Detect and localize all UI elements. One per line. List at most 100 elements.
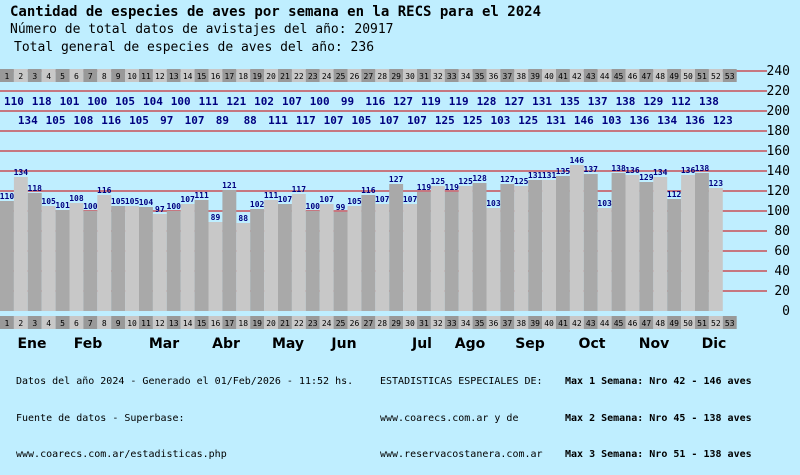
week-cell-top	[597, 69, 612, 82]
week-number-label: 17	[225, 72, 235, 81]
weekly-species-chart: 0204060801001201401601802002202401101341…	[0, 64, 790, 352]
month-label: Jun	[330, 336, 356, 352]
week-cell-top	[319, 69, 334, 82]
week-cell-top	[361, 69, 376, 82]
week-cell-bottom	[291, 316, 306, 329]
bar-week-42	[569, 165, 584, 311]
bar-week-15	[194, 200, 209, 311]
week-number-label: 23	[308, 72, 318, 81]
bar-value-label: 105	[347, 197, 362, 206]
week-cell-bottom	[681, 316, 695, 329]
week-number-label: 7	[88, 72, 93, 81]
bar-value-label: 125	[431, 177, 446, 186]
week-cell-bottom	[417, 316, 431, 329]
bar-week-37	[500, 184, 515, 311]
bar-value-label: 103	[486, 199, 501, 208]
week-number-label: 16	[211, 319, 221, 328]
week-number-label: 3	[32, 319, 37, 328]
week-value-row-label: 121	[226, 95, 246, 108]
week-number-label: 10	[127, 72, 137, 81]
week-cell-bottom	[528, 316, 543, 329]
week-cell-top	[125, 69, 139, 82]
bar-value-label: 100	[83, 202, 98, 211]
week-number-label: 25	[336, 319, 346, 328]
week-number-label: 13	[169, 319, 179, 328]
week-cell-top	[583, 69, 598, 82]
week-cell-top	[333, 69, 348, 82]
week-value-row-label: 118	[32, 95, 52, 108]
week-number-label: 27	[364, 319, 374, 328]
bar-value-label: 117	[292, 185, 307, 194]
week-cell-top	[458, 69, 473, 82]
y-tick-label: 0	[782, 304, 790, 319]
bar-value-label: 134	[14, 168, 29, 177]
footer-max-stats: Max 1 Semana: Nro 42 - 146 aves Max 2 Se…	[565, 354, 752, 475]
week-cell-bottom	[41, 316, 56, 329]
week-number-label: 10	[127, 319, 137, 328]
week-cell-top	[403, 69, 417, 82]
max-2-text: Max 2 Semana: Nro 45 - 138 aves	[565, 412, 752, 424]
week-cell-bottom	[236, 316, 251, 329]
week-cell-bottom	[264, 316, 278, 329]
week-value-row-label: 127	[393, 95, 413, 108]
week-number-label: 47	[642, 72, 652, 81]
bar-value-label: 89	[211, 213, 221, 222]
week-cell-bottom	[278, 316, 292, 329]
week-value-row-label: 105	[46, 114, 66, 127]
bar-value-label: 123	[709, 179, 724, 188]
week-cell-bottom	[375, 316, 390, 329]
week-cell-top	[222, 69, 237, 82]
bar-value-label: 101	[55, 201, 70, 210]
week-cell-top	[69, 69, 84, 82]
week-number-label: 49	[669, 319, 679, 328]
footer-generated-text: Datos del año 2024 - Generado el 01/Feb/…	[16, 376, 354, 387]
week-cell-top	[417, 69, 431, 82]
bar-value-label: 112	[667, 190, 682, 199]
bar-value-label: 97	[155, 205, 165, 214]
week-number-label: 21	[280, 72, 290, 81]
week-number-label: 3	[32, 72, 37, 81]
bar-week-51	[695, 173, 709, 311]
footer-link-coarecs[interactable]: www.coarecs.com.ar y de	[380, 412, 519, 424]
week-number-label: 41	[558, 72, 568, 81]
week-cell-top	[0, 69, 14, 82]
bar-week-8	[97, 195, 112, 311]
footer-source-link[interactable]: www.coarecs.com.ar/estadisticas.php	[16, 449, 227, 460]
week-value-row-label: 111	[199, 95, 219, 108]
footer-source-text: Fuente de datos - Superbase:	[16, 412, 185, 424]
bar-week-41	[556, 176, 570, 311]
week-number-label: 28	[377, 319, 387, 328]
week-number-label: 4	[46, 72, 51, 81]
week-cell-top	[569, 69, 584, 82]
footer-link-reserva[interactable]: www.reservacostanera.com.ar	[380, 449, 543, 460]
month-label: Jul	[411, 336, 432, 352]
week-number-label: 53	[725, 72, 735, 81]
week-cell-top	[639, 69, 654, 82]
bar-value-label: 119	[417, 183, 432, 192]
bar-value-label: 136	[625, 166, 640, 175]
week-cell-top	[347, 69, 362, 82]
bar-week-40	[542, 180, 556, 311]
bar-value-label: 127	[500, 175, 515, 184]
week-cell-bottom	[500, 316, 515, 329]
week-value-row-label: 111	[268, 114, 288, 127]
week-cell-top	[27, 69, 42, 82]
week-cell-bottom	[27, 316, 42, 329]
week-number-label: 32	[433, 319, 443, 328]
bar-week-21	[278, 204, 292, 311]
week-cell-bottom	[305, 316, 320, 329]
week-number-label: 49	[669, 72, 679, 81]
bar-value-label: 128	[472, 174, 487, 183]
week-cell-top	[264, 69, 278, 82]
week-value-row-label: 104	[143, 95, 163, 108]
week-cell-bottom	[152, 316, 167, 329]
week-number-label: 22	[294, 72, 304, 81]
week-cell-top	[152, 69, 167, 82]
bar-week-7	[83, 211, 98, 311]
bar-week-32	[430, 186, 445, 311]
week-value-row-label: 127	[504, 95, 524, 108]
bar-week-46	[625, 175, 640, 311]
week-number-label: 8	[102, 319, 107, 328]
y-tick-label: 100	[767, 204, 790, 219]
week-cell-bottom	[611, 316, 626, 329]
